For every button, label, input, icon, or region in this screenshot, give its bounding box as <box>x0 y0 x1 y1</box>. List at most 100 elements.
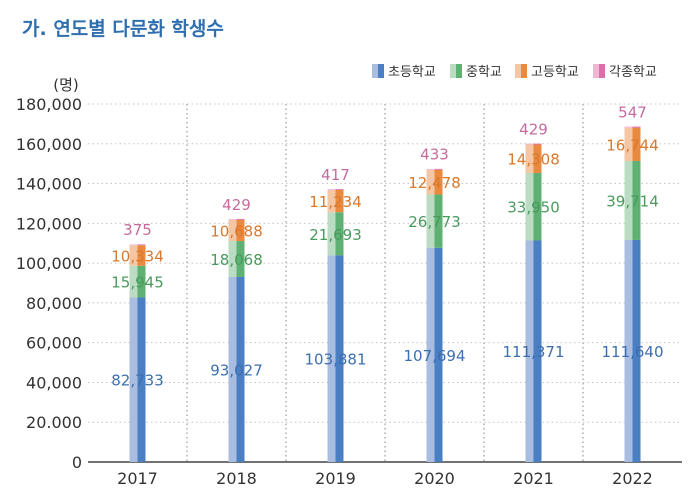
bar-segment <box>632 127 641 161</box>
legend-swatch <box>456 64 462 78</box>
bar-segment <box>228 218 237 220</box>
bar-segment <box>335 189 344 213</box>
y-tick-label: 40,000 <box>26 373 82 392</box>
bar-segment <box>533 144 542 173</box>
bar-segment <box>426 168 435 170</box>
data-label: 26,773 <box>408 213 461 231</box>
data-label: 11,234 <box>309 193 362 211</box>
bar-segment <box>129 245 138 266</box>
bar-segment <box>236 241 245 277</box>
data-label: 429 <box>519 121 548 139</box>
legend-swatch <box>521 64 527 78</box>
y-tick-label: 160,000 <box>16 135 82 154</box>
legend-swatch <box>378 64 384 78</box>
y-axis-unit-label: (명) <box>53 76 79 94</box>
bar-segment <box>129 297 138 462</box>
bar-segment <box>434 169 443 195</box>
y-tick-label: 80,000 <box>26 294 82 313</box>
x-tick-label: 2022 <box>612 469 653 488</box>
bar-segment <box>335 189 344 190</box>
data-label: 15,945 <box>111 274 164 292</box>
data-label: 21,693 <box>309 226 362 244</box>
data-label: 12,478 <box>408 174 461 192</box>
bar-segment <box>434 247 443 462</box>
bar-segment <box>624 239 633 462</box>
x-tick-label: 2021 <box>513 469 554 488</box>
data-label: 547 <box>618 104 647 122</box>
data-label: 16,744 <box>606 136 659 154</box>
data-label: 93,027 <box>210 361 263 379</box>
bar-segment <box>327 189 336 190</box>
bar-segment <box>228 241 237 277</box>
data-label: 10,688 <box>210 222 263 240</box>
bar-segment <box>624 126 633 128</box>
legend-swatch <box>450 64 456 78</box>
bar-segment <box>335 212 344 256</box>
legend-label: 각종학교 <box>609 65 657 80</box>
bar-segment <box>327 212 336 256</box>
data-label: 103,881 <box>304 351 366 369</box>
data-label: 429 <box>222 196 251 214</box>
legend-swatch <box>372 64 378 78</box>
bar-segment <box>236 219 245 242</box>
bar-segment <box>236 218 245 220</box>
bar-segment <box>129 244 138 246</box>
y-tick-label: 180,000 <box>16 95 82 114</box>
y-tick-label: 100,000 <box>16 254 82 273</box>
x-tick-label: 2020 <box>414 469 455 488</box>
bar-segment <box>525 143 534 145</box>
bar-segment <box>426 247 435 462</box>
legend-swatch <box>593 64 599 78</box>
data-label: 18,068 <box>210 251 263 269</box>
bar-segment <box>137 244 146 246</box>
data-label: 111,640 <box>601 343 663 361</box>
x-tick-label: 2018 <box>216 469 257 488</box>
data-label: 433 <box>420 146 449 164</box>
bar-segment <box>327 189 336 213</box>
data-label: 107,694 <box>403 347 465 365</box>
data-label: 39,714 <box>606 192 659 210</box>
bar-segment <box>525 172 534 241</box>
bar-segment <box>137 265 146 298</box>
legend-swatch <box>599 64 605 78</box>
y-tick-label: 0 <box>72 453 82 472</box>
bar-segment <box>228 219 237 242</box>
bar-segment <box>525 144 534 173</box>
y-tick-label: 140,000 <box>16 175 82 194</box>
data-label: 417 <box>321 166 350 184</box>
x-tick-label: 2019 <box>315 469 356 488</box>
data-label: 82,733 <box>111 372 164 390</box>
bar-segment <box>434 168 443 170</box>
bar-segment <box>236 276 245 462</box>
data-label: 375 <box>123 221 152 239</box>
bar-segment <box>137 297 146 462</box>
bar-segment <box>632 126 641 128</box>
legend-label: 초등학교 <box>388 65 436 80</box>
bar-segment <box>525 240 534 462</box>
y-tick-label: 60,000 <box>26 334 82 353</box>
y-tick-label: 120,000 <box>16 214 82 233</box>
bar-segment <box>137 245 146 266</box>
data-label: 10,334 <box>111 247 164 265</box>
bar-segment <box>434 194 443 248</box>
data-label: 33,950 <box>507 199 560 217</box>
bar-segment <box>632 160 641 240</box>
data-label: 111,371 <box>502 343 564 361</box>
legend-label: 고등학교 <box>531 65 579 80</box>
x-tick-label: 2017 <box>117 469 158 488</box>
bar-segment <box>624 160 633 240</box>
bar-segment <box>624 127 633 161</box>
y-tick-label: 20.000 <box>26 413 82 432</box>
legend-label: 중학교 <box>466 65 502 80</box>
bar-segment <box>426 169 435 195</box>
bar-segment <box>533 240 542 462</box>
bar-segment <box>533 172 542 241</box>
data-label: 14,308 <box>507 151 560 169</box>
legend-swatch <box>515 64 521 78</box>
bar-segment <box>632 239 641 462</box>
bar-segment <box>335 255 344 462</box>
bar-segment <box>426 194 435 248</box>
bar-segment <box>129 265 138 298</box>
